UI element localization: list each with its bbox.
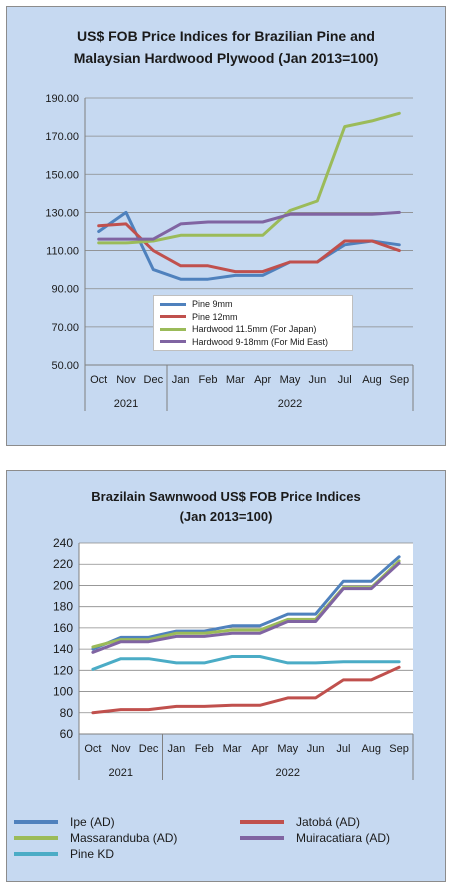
legend-item: Hardwood 11.5mm (For Japan) [154, 323, 352, 336]
sawnwood-chart-svg: 60 80 100 120 140 160 180 200 220 240 Oct Nov Dec Jan… [53, 536, 414, 780]
y-tick-label: 90.00 [51, 284, 79, 296]
x-tick-label: Apr [254, 374, 271, 386]
x-tick-label: Feb [195, 743, 214, 755]
year-label: 2022 [276, 767, 300, 779]
x-tick-label: Jan [172, 374, 190, 386]
x-tick-label: Nov [111, 743, 131, 755]
legend-swatch [160, 302, 186, 306]
y-tick-label: 220 [53, 557, 73, 571]
legend-item: Pine 9mm [154, 298, 352, 311]
y-tick-label: 100 [53, 685, 73, 699]
legend-item: Muiracatiara (AD) [240, 830, 390, 846]
legend-label: Muiracatiara (AD) [296, 831, 391, 845]
y-tick-label: 140 [53, 642, 73, 656]
legend-item: Massaranduba (AD) [14, 830, 177, 846]
chart-title-line1: Brazilain Sawnwood US$ FOB Price Indices [91, 489, 361, 504]
x-tick-label: Jul [338, 374, 352, 386]
x-tick-label: Feb [199, 374, 218, 386]
legend-swatch [160, 327, 186, 331]
x-tick-label: Oct [84, 743, 101, 755]
x-tick-label: Jan [168, 743, 186, 755]
series-line-jatob-ad [91, 665, 401, 715]
x-tick-label: May [277, 743, 298, 755]
series-line-ipe-ad [91, 555, 401, 651]
legend-label: Jatobá (AD) [296, 815, 361, 829]
series-line-pine-kd [91, 655, 401, 671]
legend-label: Pine 9mm [192, 299, 233, 310]
y-tick-label: 180 [53, 600, 73, 614]
x-tick-label: Aug [361, 743, 381, 755]
legend-item: Pine 12mm [154, 311, 352, 324]
x-tick-label: Mar [223, 743, 242, 755]
legend-item: Hardwood 9-18mm (For Mid East) [154, 336, 352, 349]
legend-label: Hardwood 9-18mm (For Mid East) [192, 336, 329, 347]
x-tick-label: May [280, 374, 301, 386]
chart-title-line2: Malaysian Hardwood Plywood (Jan 2013=100… [73, 50, 379, 66]
legend-label: Massaranduba (AD) [70, 831, 178, 845]
x-tick-label: Dec [139, 743, 159, 755]
year-label: 2021 [114, 398, 138, 410]
x-tick-label: Nov [116, 374, 136, 386]
y-tick-label: 150.00 [45, 169, 79, 181]
y-tick-label: 80 [60, 706, 74, 720]
y-tick-label: 130.00 [45, 207, 79, 219]
legend-label: Hardwood 11.5mm (For Japan) [192, 324, 317, 335]
series-line-pine-9mm [97, 210, 401, 281]
y-tick-label: 110.00 [46, 246, 79, 258]
y-tick-label: 160 [53, 621, 73, 635]
legend-swatch [14, 836, 58, 840]
series-line-muiracatiara-ad [91, 561, 401, 654]
year-label: 2022 [278, 398, 302, 410]
legend-label: Pine 12mm [192, 311, 238, 322]
chart-panel-sawnwood: Brazilain Sawnwood US$ FOB Price Indices… [6, 470, 446, 882]
legend: Ipe (AD) Jatobá (AD) Massaranduba (AD) Muir… [0, 810, 456, 880]
y-tick-label: 240 [53, 536, 73, 550]
x-tick-label: Jun [308, 374, 326, 386]
legend-label: Ipe (AD) [70, 815, 115, 829]
legend-swatch [14, 852, 58, 856]
legend-swatch [160, 340, 186, 344]
y-tick-label: 50.00 [51, 360, 79, 372]
legend-item: Pine KD [14, 846, 114, 862]
plywood-chart-svg: 50.00 70.00 90.00 110.00 130.00 150.00 170.00 1… [45, 93, 414, 411]
chart-title-line1: US$ FOB Price Indices for Brazilian Pine… [77, 28, 375, 44]
x-tick-label: Dec [144, 374, 164, 386]
legend-swatch [14, 820, 58, 824]
legend-label: Pine KD [70, 847, 115, 861]
legend: Pine 9mm Pine 12mm Hardwood 11.5mm (For Ja… [153, 295, 353, 351]
x-tick-label: Sep [390, 374, 410, 386]
legend-swatch [240, 836, 284, 840]
y-tick-label: 120 [53, 663, 73, 677]
y-tick-label: 190.00 [45, 93, 79, 105]
legend-swatch [160, 315, 186, 319]
y-tick-label: 70.00 [51, 322, 79, 334]
legend-item: Ipe (AD) [14, 814, 115, 830]
chart-panel-plywood: US$ FOB Price Indices for Brazilian Pine… [6, 6, 446, 446]
x-tick-label: Oct [90, 374, 107, 386]
series-line-hardwood-9-18mm-for-mid-east [97, 210, 401, 241]
x-tick-label: Apr [251, 743, 268, 755]
legend-swatch [240, 820, 284, 824]
legend-item: Jatobá (AD) [240, 814, 360, 830]
x-tick-label: Jul [336, 743, 350, 755]
chart-title-line2: (Jan 2013=100) [179, 509, 273, 524]
y-tick-label: 200 [53, 578, 73, 592]
x-tick-label: Mar [226, 374, 245, 386]
chart-title: US$ FOB Price Indices for Brazilian Pine… [7, 25, 445, 69]
x-tick-label: Jun [307, 743, 325, 755]
chart-title: Brazilain Sawnwood US$ FOB Price Indices… [7, 487, 445, 527]
year-label: 2021 [109, 767, 133, 779]
y-tick-label: 60 [60, 727, 74, 741]
x-tick-label: Sep [389, 743, 409, 755]
y-tick-label: 170.00 [45, 131, 79, 143]
series-line-pine-12mm [97, 222, 401, 274]
series-line-hardwood-11-5mm-for-japan [97, 111, 401, 245]
x-tick-label: Aug [362, 374, 382, 386]
